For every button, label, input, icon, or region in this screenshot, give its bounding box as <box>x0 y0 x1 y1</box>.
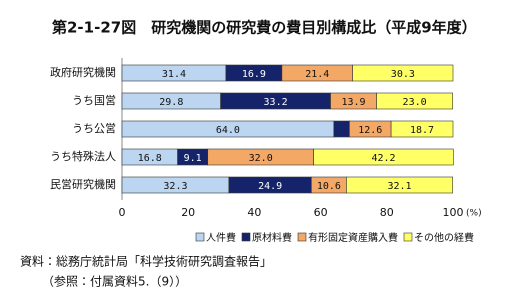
x-axis-unit: (%) <box>466 209 482 219</box>
value-label: 24.9 <box>258 181 282 192</box>
bar-segment <box>346 176 453 194</box>
value-label: 9.1 <box>184 153 202 164</box>
legend-swatch <box>195 232 205 242</box>
value-label: 31.4 <box>162 69 186 80</box>
x-tick-label: 0 <box>119 206 126 219</box>
legend-label: 人件費 <box>206 231 236 244</box>
value-label: 64.0 <box>216 125 240 136</box>
x-tick-label: 20 <box>181 206 195 219</box>
value-label: 32.0 <box>249 153 273 164</box>
source: 資料：総務庁統計局「科学技術研究調査報告」 <box>20 254 272 269</box>
value-label: 16.8 <box>138 153 162 164</box>
y-tick-label: 政府研究機関 <box>50 65 116 79</box>
y-tick-label: うち公営 <box>72 121 116 135</box>
value-label: 21.4 <box>305 69 329 80</box>
x-tick-label: 60 <box>314 206 328 219</box>
bar-segment <box>390 120 454 138</box>
bar-segment <box>313 148 454 166</box>
value-label: 30.3 <box>391 69 415 80</box>
value-label: 12.6 <box>358 125 382 136</box>
chart-title: 第2-1-27図 研究機関の研究費の費目別構成比（平成9年度） <box>52 19 477 37</box>
value-label: 18.7 <box>410 125 434 136</box>
value-label: 10.6 <box>317 181 341 192</box>
legend-swatch <box>297 232 307 242</box>
legend-label: 有形固定資産購入費 <box>308 231 398 244</box>
legend-swatch <box>403 232 413 242</box>
legend-swatch <box>241 232 251 242</box>
note: （参照：付属資料5.（9）） <box>42 275 187 289</box>
value-label: 32.3 <box>163 181 187 192</box>
value-label: 13.9 <box>341 97 365 108</box>
value-label: 23.0 <box>403 97 427 108</box>
bar-segment <box>333 120 350 138</box>
y-tick-label: 民営研究機関 <box>50 177 116 191</box>
bar-segment <box>352 64 454 82</box>
value-label: 33.2 <box>264 97 288 108</box>
bar-segment <box>376 92 453 110</box>
x-tick-label: 80 <box>380 206 394 219</box>
x-tick-label: 40 <box>247 206 261 219</box>
y-tick-label: うち特殊法人 <box>50 149 116 163</box>
value-label: 32.1 <box>387 181 411 192</box>
value-label: 29.8 <box>159 97 183 108</box>
y-tick-label: うち国営 <box>72 93 116 107</box>
legend-label: 原材料費 <box>252 231 292 244</box>
x-tick-label: 100 <box>443 206 464 219</box>
value-label: 42.2 <box>371 153 395 164</box>
legend-label: その他の経費 <box>414 231 474 244</box>
value-label: 16.9 <box>242 69 266 80</box>
